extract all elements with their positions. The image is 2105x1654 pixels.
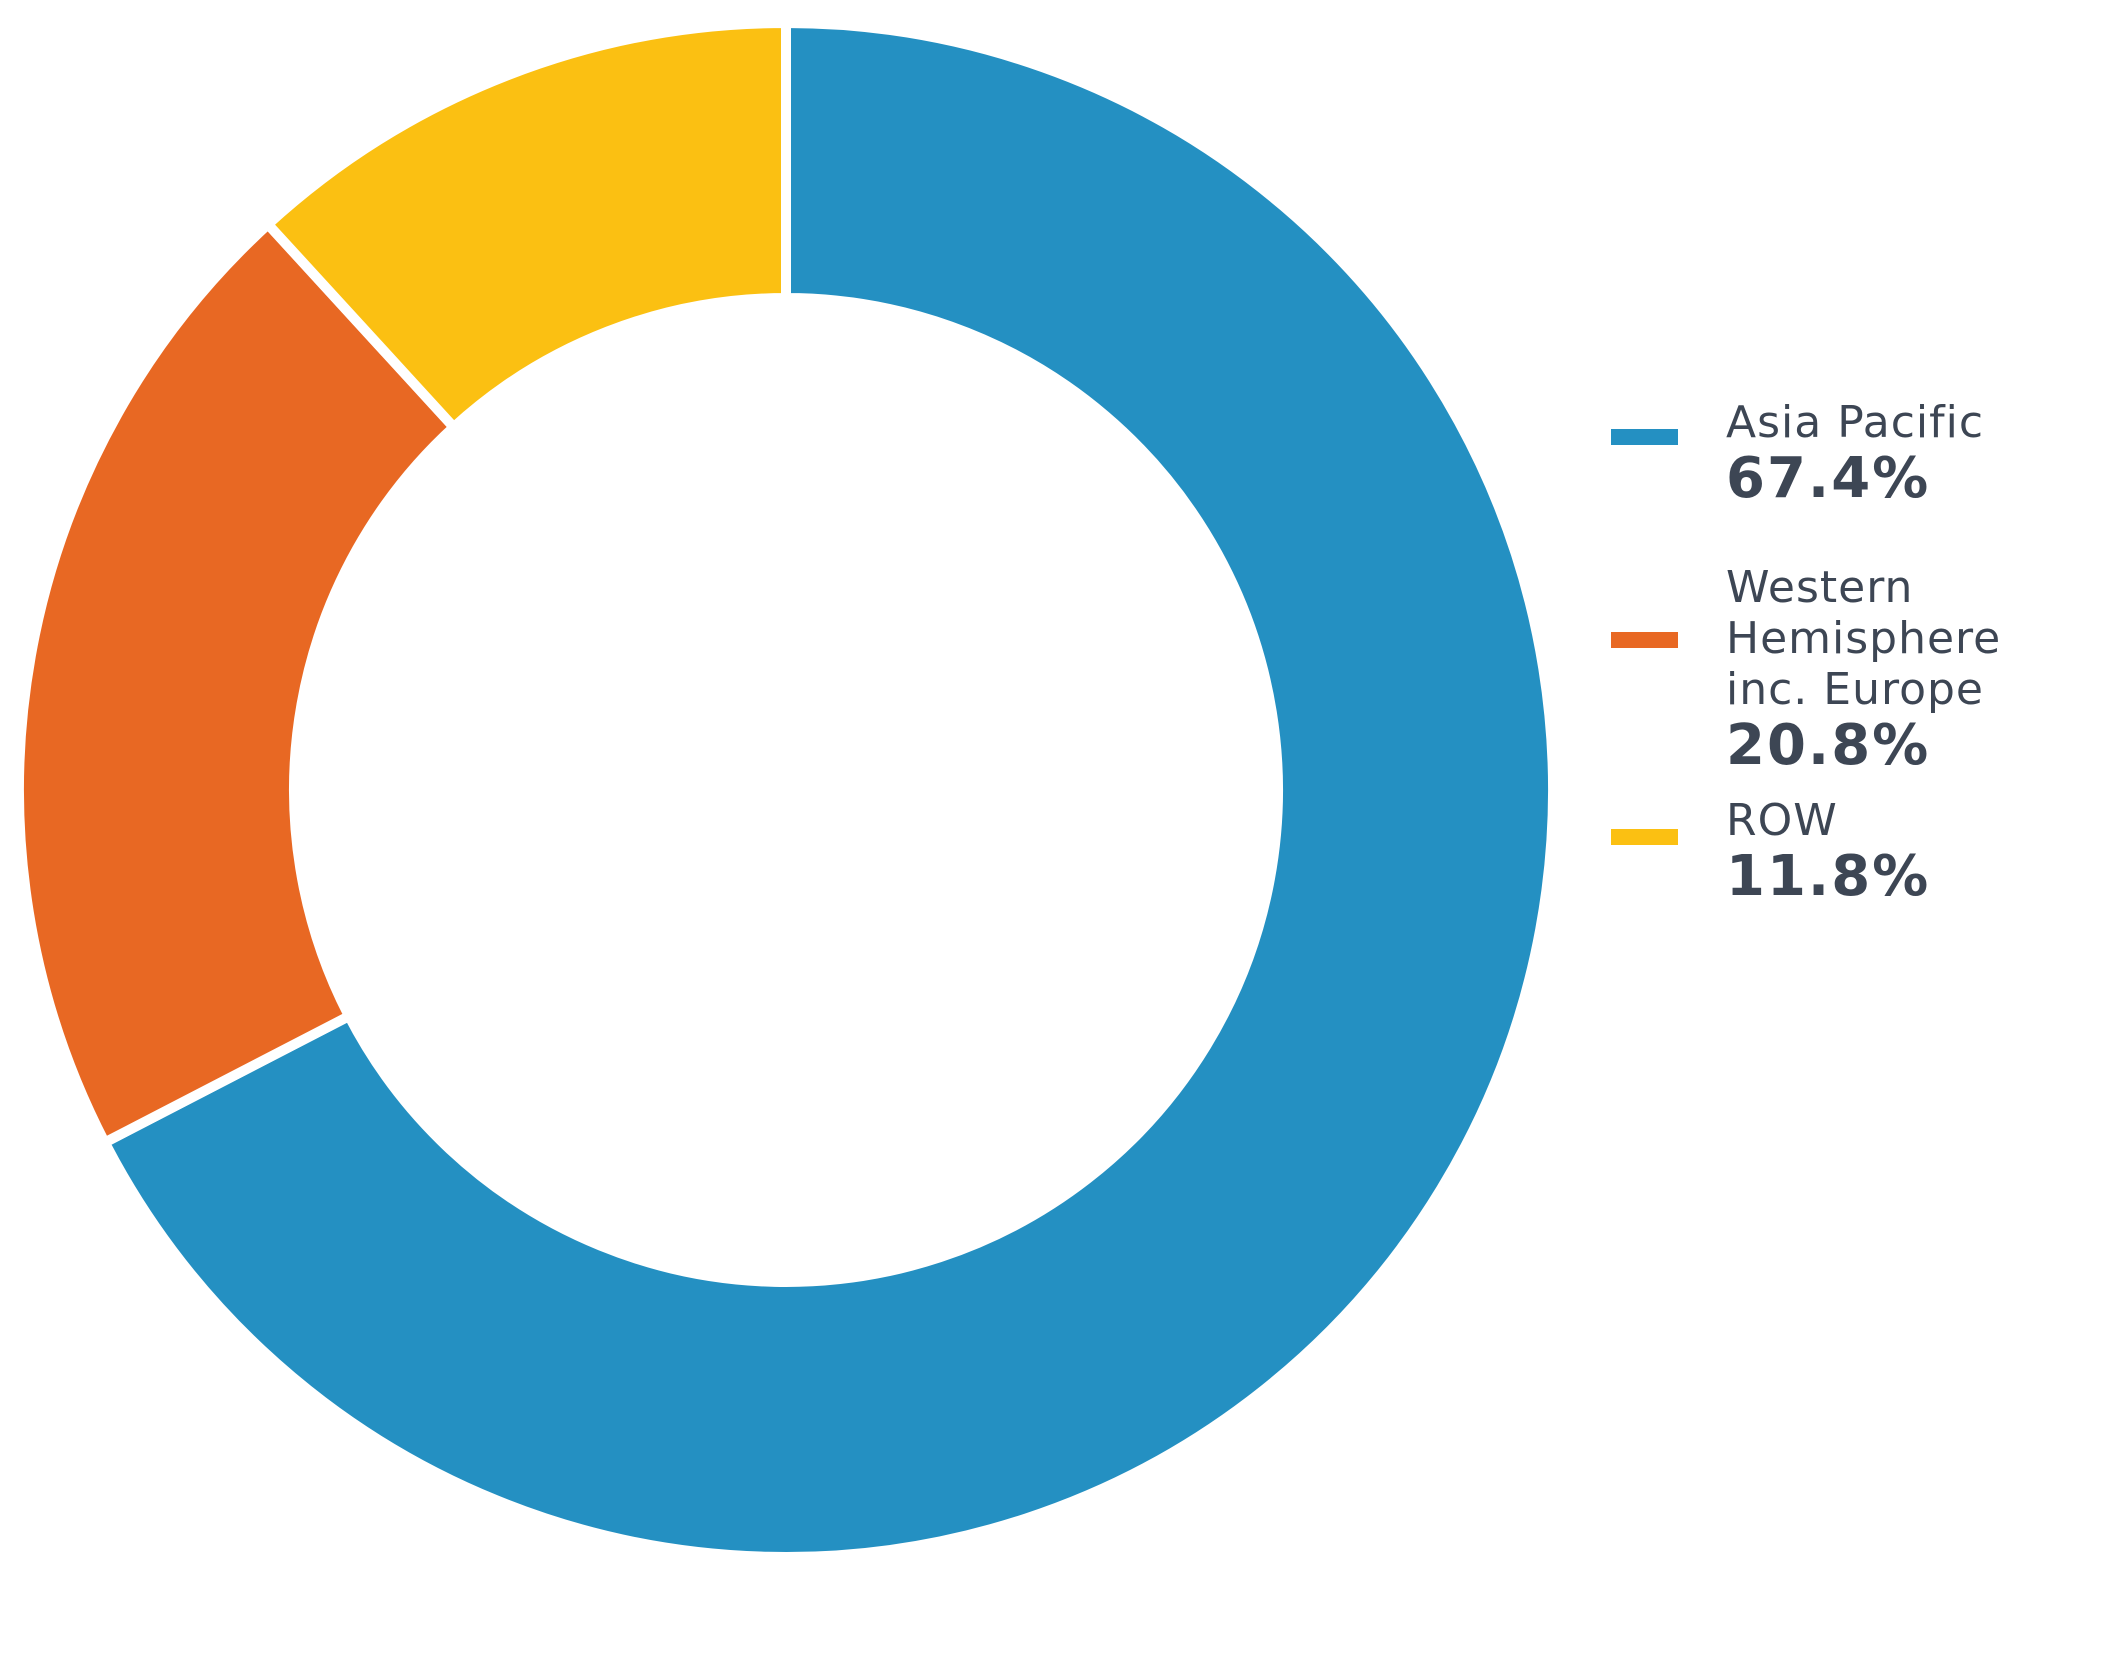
donut-slice-row	[260, 17, 791, 435]
legend-swatch	[1611, 429, 1678, 445]
donut-slice-western-hemisphere-inc-europe	[14, 217, 461, 1150]
donut-slice-asia-pacific	[98, 17, 1558, 1562]
legend-value: 67.4%	[1726, 446, 1931, 511]
legend-swatch	[1611, 632, 1678, 648]
legend-label: Hemisphere	[1726, 613, 2002, 664]
legend-label: Western	[1726, 562, 1914, 613]
legend-label: Asia Pacific	[1726, 397, 1985, 448]
donut-chart	[14, 17, 1558, 1562]
legend-swatch	[1611, 829, 1678, 845]
legend-value: 11.8%	[1726, 844, 1931, 909]
legend-label: inc. Europe	[1726, 664, 1985, 715]
legend-label: ROW	[1726, 795, 1838, 846]
legend-value: 20.8%	[1726, 713, 1931, 778]
